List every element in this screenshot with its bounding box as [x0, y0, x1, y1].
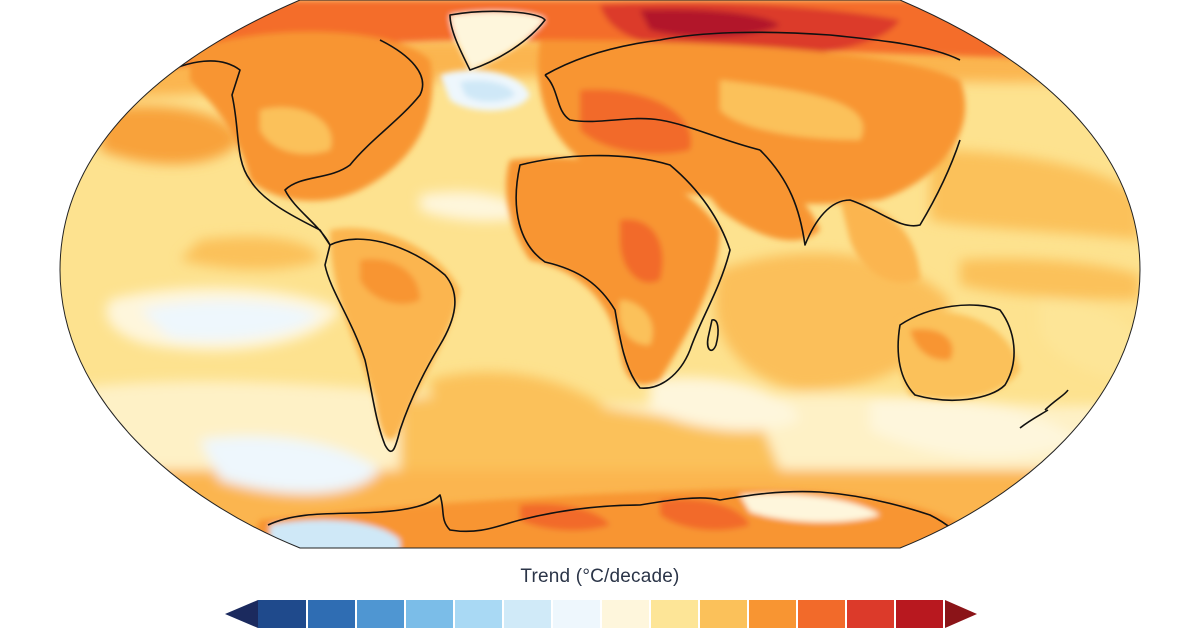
colorbar-swatch	[504, 600, 551, 628]
colorbar-swatch	[553, 600, 600, 628]
colorbar-swatch	[455, 600, 502, 628]
colorbar-swatch	[651, 600, 698, 628]
colorbar-swatch	[602, 600, 649, 628]
colorbar-svg	[225, 600, 977, 628]
colorbar-swatch	[406, 600, 453, 628]
map-fill	[60, 0, 1140, 548]
colorbar-swatch	[798, 600, 845, 628]
coastlines	[159, 10, 1069, 546]
world-map-svg	[59, 0, 1141, 549]
colorbar-over-arrow	[945, 600, 977, 628]
colorbar-under-arrow	[225, 600, 258, 628]
colorbar-swatch	[749, 600, 796, 628]
globe-outline	[59, 0, 1141, 549]
colorbar-swatch	[700, 600, 747, 628]
colorbar-swatch	[847, 600, 894, 628]
colorbar-title: Trend (°C/decade)	[520, 566, 680, 587]
colorbar-swatch	[258, 600, 306, 628]
colorbar-swatch	[308, 600, 355, 628]
colorbar-swatch	[896, 600, 943, 628]
temperature-trend-map	[59, 0, 1141, 549]
colorbar-swatch	[357, 600, 404, 628]
colorbar	[225, 600, 977, 628]
